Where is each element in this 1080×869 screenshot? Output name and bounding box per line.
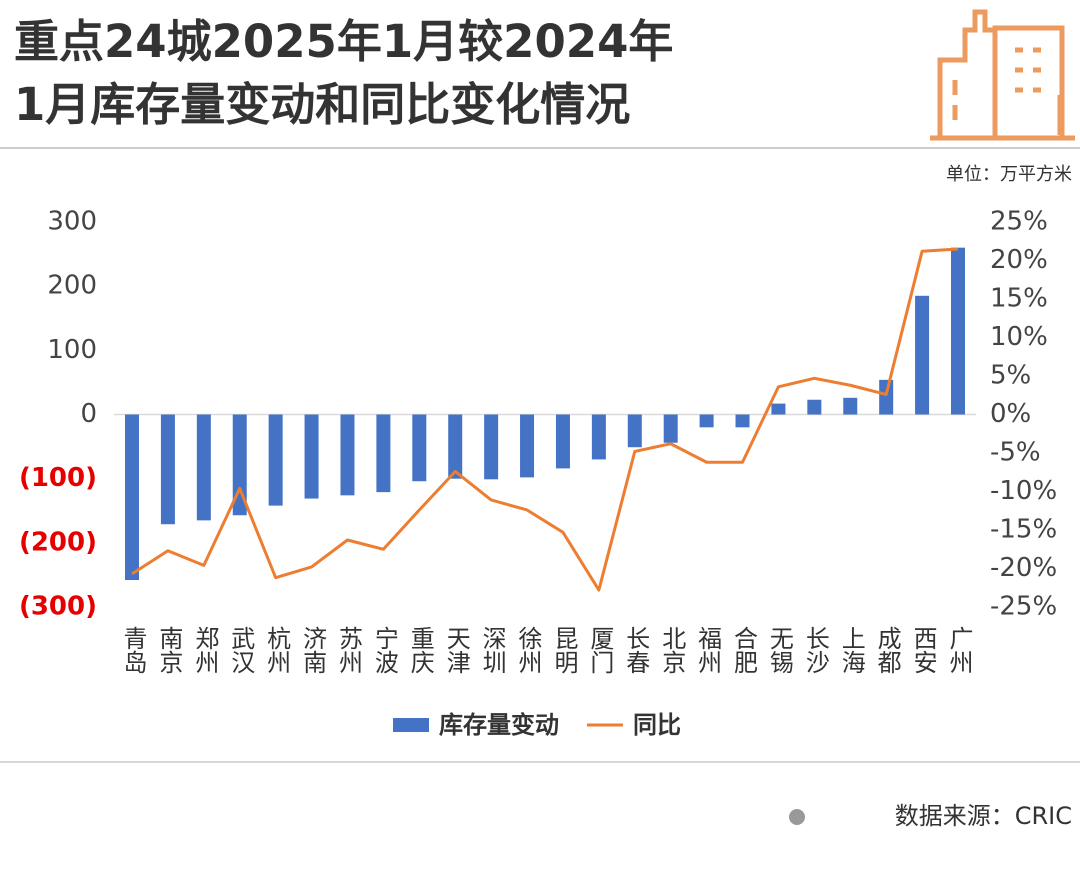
legend-label: 库存量变动: [439, 711, 559, 739]
bar: [520, 414, 535, 478]
chart-title: 1月库存量变动和同比变化情况: [14, 78, 630, 131]
bar: [125, 414, 139, 581]
y2-tick-label: 25%: [990, 207, 1048, 237]
x-tick-label: 无锡: [765, 626, 793, 674]
x-tick-label: 北京: [658, 626, 686, 674]
bar: [232, 414, 247, 516]
x-tick-label: 济南: [299, 626, 327, 674]
x-tick-label: 杭州: [263, 626, 291, 674]
x-tick-label: 合肥: [730, 626, 758, 674]
bar: [555, 414, 570, 469]
y2-tick-label: -10%: [990, 476, 1057, 506]
y-tick-label: (300): [19, 592, 97, 622]
y2-tick-label: -25%: [990, 592, 1057, 622]
bar: [340, 414, 355, 496]
bar: [448, 414, 463, 479]
x-tick-label: 郑州: [191, 626, 219, 674]
y2-tick-label: 0%: [990, 399, 1031, 429]
x-tick-label: 成都: [873, 626, 901, 674]
x-tick-label: 广州: [945, 626, 973, 674]
bar: [735, 414, 750, 428]
y-tick-label: 300: [47, 207, 97, 237]
x-tick-label: 昆明: [550, 626, 578, 674]
x-tick-label: 徐州: [514, 626, 542, 674]
building-icon: [930, 9, 1075, 141]
bar: [843, 397, 858, 415]
y2-tick-label: 5%: [990, 361, 1031, 391]
bar: [879, 379, 894, 415]
x-tick-label: 厦门: [586, 626, 614, 674]
y-tick-label: 100: [47, 335, 97, 365]
legend-label: 同比: [633, 711, 681, 739]
y-tick-label: (200): [19, 527, 97, 557]
bar: [304, 414, 319, 499]
y2-tick-label: 20%: [990, 245, 1048, 275]
y-tick-label: (100): [19, 463, 97, 493]
bar: [412, 414, 427, 482]
bar: [771, 403, 786, 415]
unit-label: 单位：万平方米: [946, 164, 1072, 185]
bar: [591, 414, 606, 460]
y-tick-label: 0: [80, 399, 97, 429]
y2-tick-label: -20%: [990, 553, 1057, 583]
x-tick-label: 重庆: [406, 626, 434, 674]
y2-tick-label: 15%: [990, 284, 1048, 314]
bar: [663, 414, 678, 443]
chart-title: 重点24城2025年1月较2024年: [14, 15, 673, 68]
x-tick-label: 福州: [694, 626, 722, 674]
bar: [376, 414, 391, 493]
bar: [807, 399, 822, 415]
legend-swatch: [393, 718, 429, 732]
bar: [699, 414, 714, 428]
x-tick-label: 宁波: [370, 626, 398, 674]
y-tick-label: 200: [47, 271, 97, 301]
bar: [627, 414, 642, 448]
x-tick-label: 长沙: [801, 626, 829, 674]
x-tick-label: 青岛: [119, 626, 147, 674]
bar: [196, 414, 211, 521]
bar: [915, 295, 930, 415]
x-tick-label: 苏州: [334, 626, 362, 674]
x-tick-label: 长春: [622, 626, 650, 674]
x-tick-label: 天津: [442, 626, 470, 674]
y2-tick-label: 10%: [990, 322, 1048, 352]
source-dot: [789, 809, 805, 825]
x-tick-label: 深圳: [478, 626, 506, 674]
y2-tick-label: -15%: [990, 515, 1057, 545]
x-tick-label: 上海: [837, 626, 865, 674]
bar: [951, 247, 965, 415]
y2-tick-label: -5%: [990, 438, 1041, 468]
source-label: 数据来源：CRIC: [895, 802, 1072, 830]
x-tick-label: 西安: [909, 626, 937, 674]
bar: [484, 414, 499, 480]
bar: [268, 414, 283, 506]
x-tick-label: 武汉: [227, 626, 255, 674]
line: [131, 247, 959, 592]
x-tick-label: 南京: [155, 626, 183, 674]
bar: [160, 414, 175, 525]
